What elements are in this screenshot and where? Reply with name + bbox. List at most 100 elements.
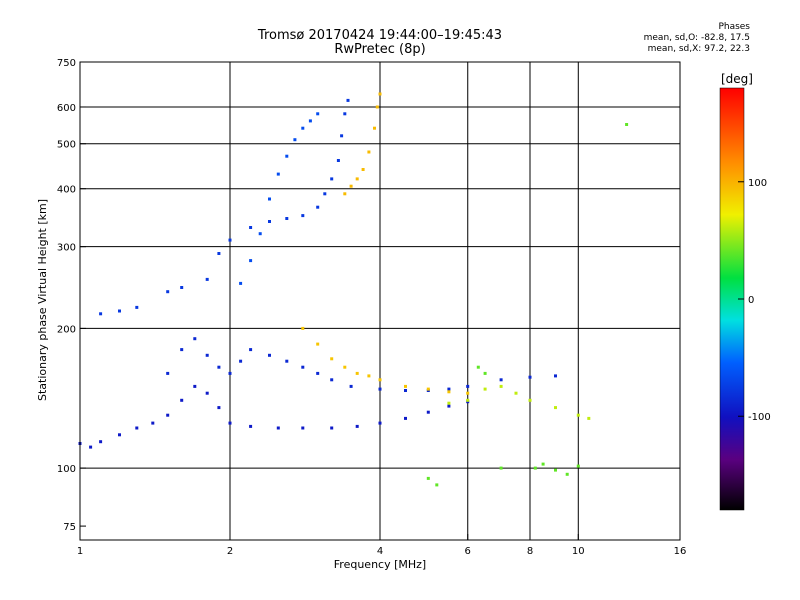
data-point [118,309,121,313]
data-point [249,424,253,428]
data-point [343,112,347,116]
data-point [118,433,121,437]
data-point [528,375,532,379]
data-point [239,359,243,363]
data-point [355,424,359,428]
data-point [349,184,353,188]
data-point [205,353,209,357]
data-point [268,197,271,201]
data-point [404,384,407,388]
phases-mean-o: mean, sd,O: -82.8, 17.5 [643,33,750,43]
data-point [151,421,155,425]
data-point [375,105,379,109]
data-point [499,384,503,388]
data-point [330,426,334,430]
data-point [528,398,532,402]
data-point [99,312,103,316]
data-point [346,98,350,102]
colorbar-label: [deg] [721,72,753,86]
x-tick-label: 1 [77,546,83,557]
data-point [89,445,93,449]
data-point [533,466,537,470]
data-point [476,365,480,369]
data-point [285,359,289,363]
data-point [404,389,407,392]
data-point [343,192,347,196]
y-axis-label: Stationary phase Virtual Height [km] [36,199,49,401]
colorbar-tick-label: 0 [748,295,754,306]
colorbar-tick-label: -100 [748,412,771,423]
data-point [447,401,451,405]
y-tick-label: 600 [57,103,76,114]
data-point [258,232,262,236]
data-point [576,413,580,417]
data-point [308,119,312,123]
chart-subtitle: RwPretec (8p) [334,42,426,57]
data-point [447,390,451,394]
data-point [355,371,359,375]
y-tick-label: 300 [57,243,76,254]
data-point [301,126,305,130]
data-point [541,462,545,466]
data-point [330,357,334,361]
data-point [180,398,184,402]
data-point [447,404,451,408]
data-point [426,476,430,480]
data-point [217,365,221,369]
data-point [316,205,320,209]
data-point [217,406,221,410]
data-point [285,217,289,220]
chart-title: Tromsø 20170424 19:44:00–19:45:43 [257,28,503,43]
axis-ticks: 1 2 4 6 8 10 16 75 100 200 300 400 500 600 750 [57,58,686,557]
data-point [217,252,221,255]
grid-lines [80,62,680,540]
colorbar-ticks: -100 0 100 [738,178,771,423]
data-point [576,464,580,468]
data-point [293,138,297,142]
data-point [205,391,209,395]
data-point [336,159,340,162]
data-point [426,387,430,391]
data-point [466,391,470,395]
data-point [135,426,139,430]
data-point [378,92,382,96]
data-point [166,290,170,294]
x-tick-label: 16 [674,546,687,557]
data-point [349,384,353,388]
x-tick-label: 2 [227,546,233,557]
data-point [249,226,253,229]
data-point [367,150,371,154]
data-point [239,281,243,285]
data-points [78,92,629,487]
data-point [378,378,382,382]
data-point [228,421,232,425]
y-tick-label: 200 [57,324,76,335]
data-point [340,134,344,138]
data-point [316,371,320,375]
data-point [135,305,139,309]
data-point [330,378,334,382]
data-point [180,348,184,352]
data-point [514,391,518,395]
data-point [483,371,487,375]
data-point [466,384,470,388]
y-tick-label: 75 [63,522,76,533]
data-point [378,387,382,391]
data-point [276,426,280,430]
data-point [330,177,334,181]
data-point [404,416,407,420]
data-point [587,416,591,420]
data-point [316,342,320,346]
data-point [193,384,197,388]
data-point [483,387,487,391]
data-point [565,472,569,476]
x-tick-label: 4 [377,546,383,557]
data-point [499,466,503,470]
x-tick-label: 10 [572,546,585,557]
x-tick-label: 6 [465,546,471,557]
y-tick-label: 100 [57,464,76,475]
y-tick-label: 400 [57,185,76,196]
x-tick-label: 8 [527,546,533,557]
data-point [435,483,439,487]
